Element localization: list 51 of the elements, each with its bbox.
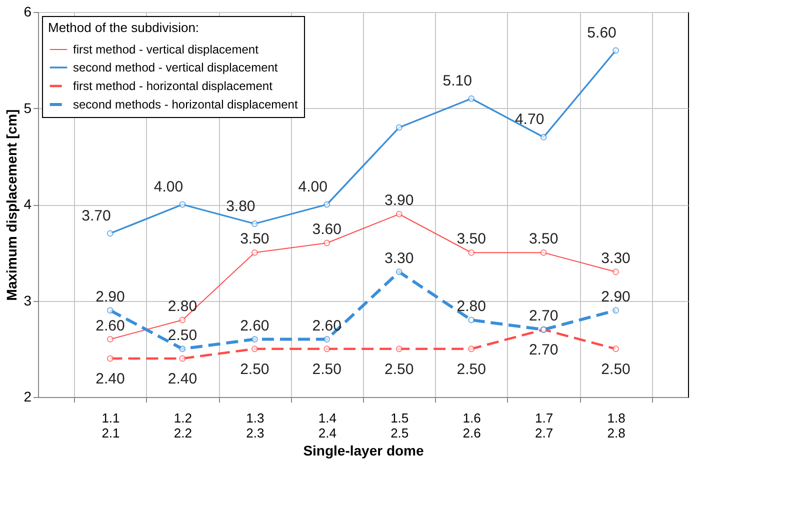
data-label: 2.50: [384, 360, 414, 378]
y-tick-label: 3: [24, 292, 32, 308]
y-tick-label: 5: [24, 100, 32, 116]
data-label: 2.70: [528, 342, 558, 359]
data-label: 3.50: [456, 230, 486, 248]
data-label: 2.60: [312, 317, 342, 334]
data-label: 2.60: [96, 317, 125, 334]
data-label: 4.70: [514, 111, 544, 128]
data-label: 2.50: [168, 326, 198, 344]
x-tick-label: 1.6 2.6: [462, 410, 481, 440]
y-tick-label: 2: [24, 388, 32, 404]
data-label: 2.50: [601, 360, 630, 378]
data-label: 2.80: [168, 298, 198, 315]
data-label: 2.90: [601, 288, 630, 306]
data-label: 2.50: [240, 360, 270, 378]
data-label: 3.60: [312, 221, 342, 238]
x-tick-label: 1.7 2.7: [535, 410, 554, 440]
data-label: 3.70: [82, 207, 111, 224]
data-label: 2.50: [456, 360, 486, 378]
data-label: 2.50: [312, 360, 342, 378]
x-tick-label: 1.8 2.8: [607, 410, 626, 440]
legend-label: second methods - horizontal displacement: [73, 98, 298, 112]
data-label: 2.80: [456, 298, 486, 315]
x-tick-label: 1.3 2.3: [246, 410, 264, 440]
data-label: 3.80: [226, 198, 256, 215]
data-label: 2.90: [96, 288, 125, 306]
data-label: 3.30: [601, 250, 630, 267]
data-label: 2.70: [528, 308, 558, 325]
y-axis-title: Maximum displacement [cm]: [4, 109, 20, 301]
data-label: 3.90: [384, 192, 414, 210]
y-tick-label: 6: [24, 4, 32, 20]
legend-label: first method - vertical displacement: [73, 42, 260, 56]
data-label: 3.50: [528, 230, 558, 248]
data-label: 5.10: [442, 72, 472, 90]
legend-title: Method of the subdivision:: [48, 20, 200, 35]
legend-label: first method - horizontal displacement: [73, 79, 274, 93]
data-label: 3.50: [240, 230, 270, 248]
x-axis-title: Single-layer dome: [303, 442, 424, 458]
x-tick-label: 1.5 2.5: [390, 410, 409, 440]
data-label: 2.60: [240, 317, 270, 334]
data-label: 2.40: [168, 370, 198, 388]
data-label: 4.00: [154, 178, 184, 196]
data-label: 2.40: [96, 370, 125, 388]
y-tick-label: 4: [24, 196, 32, 212]
x-tick-label: 1.1 2.1: [102, 410, 120, 440]
data-label: 3.30: [384, 250, 414, 267]
data-label: 4.00: [298, 178, 328, 196]
x-tick-label: 1.4 2.4: [318, 410, 336, 440]
data-label: 5.60: [587, 24, 616, 42]
legend-label: second method - vertical displacement: [73, 60, 278, 74]
x-tick-label: 1.2 2.2: [174, 410, 192, 440]
